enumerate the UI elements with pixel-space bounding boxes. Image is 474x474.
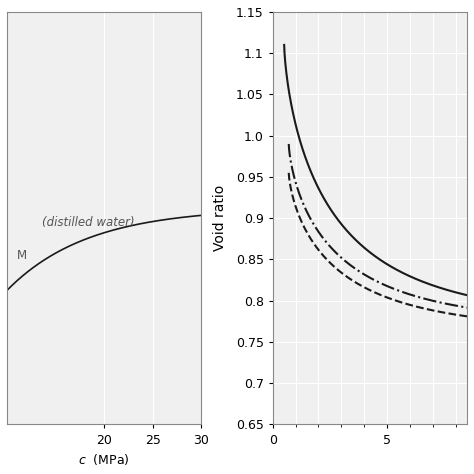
- Text: (distilled water): (distilled water): [42, 217, 135, 229]
- Y-axis label: Void ratio: Void ratio: [213, 185, 228, 251]
- Text: M: M: [17, 249, 27, 263]
- X-axis label: $\it{c}$  (MPa): $\it{c}$ (MPa): [78, 452, 130, 467]
